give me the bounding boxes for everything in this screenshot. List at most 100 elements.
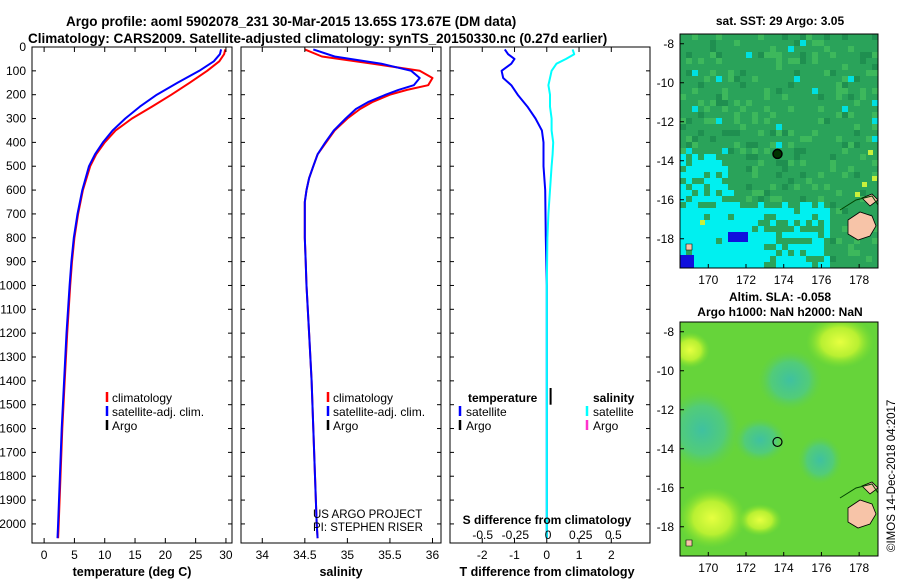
sst-cell — [752, 256, 758, 262]
sst-cell — [866, 256, 872, 262]
sst-cell — [692, 250, 698, 256]
sst-cell — [734, 100, 740, 106]
sst-cell — [800, 58, 806, 64]
sst-cell — [818, 172, 824, 178]
sst-cell — [824, 118, 830, 124]
sst-cell — [758, 52, 764, 58]
sst-cell — [854, 172, 860, 178]
sst-cell — [788, 244, 794, 250]
sst-cell — [698, 82, 704, 88]
sst-cell — [800, 220, 806, 226]
sst-cell — [752, 214, 758, 220]
sst-cell — [728, 130, 734, 136]
sst-cell — [704, 226, 710, 232]
sst-cell — [806, 232, 812, 238]
map-x-tick-label: 174 — [774, 273, 794, 287]
sst-cell — [818, 244, 824, 250]
sst-cell — [836, 190, 842, 196]
sst-cell — [855, 192, 860, 197]
sst-cell — [728, 208, 734, 214]
header-line-1: Argo profile: aoml 5902078_231 30-Mar-20… — [66, 14, 516, 29]
depth-tick-label: 0 — [19, 40, 26, 54]
depth-tick-label: 1400 — [0, 374, 26, 388]
salinity-difference-ticks: -0.5 -0.25 0 0.25 0.5 — [472, 528, 622, 542]
difference-x-ticks: -2 -1 0 1 2 — [477, 47, 615, 562]
legend-sal-argo-label: Argo — [593, 419, 619, 433]
sst-cell — [680, 160, 686, 166]
sst-cell — [776, 64, 782, 70]
sst-cell — [692, 208, 698, 214]
difference-x-label: T difference from climatology — [459, 565, 634, 579]
sst-cell — [812, 220, 818, 226]
sla-map-frame — [679, 321, 879, 557]
sst-cell — [722, 148, 728, 154]
sst-cell — [752, 262, 758, 268]
sst-cell — [716, 196, 722, 202]
difference-plot-frame — [449, 46, 651, 544]
sst-cell — [818, 238, 824, 244]
sst-cell — [800, 232, 806, 238]
sst-cell — [770, 250, 776, 256]
sst-cell — [692, 154, 698, 160]
sst-cell — [728, 244, 734, 250]
sst-cell — [686, 178, 692, 184]
sst-cell — [722, 250, 728, 256]
sla-teal-region — [798, 436, 842, 484]
sst-cell — [686, 118, 692, 124]
x-tick-label: 20 — [159, 548, 173, 562]
sst-cell — [740, 244, 746, 250]
sst-cell — [812, 130, 818, 136]
depth-axis: 0 100 200 300 400 500 600 700 800 900 1000 1100 1200… — [0, 40, 26, 531]
sst-cell — [842, 142, 848, 148]
map-x-tick-label: 178 — [849, 561, 869, 575]
sst-cell — [734, 112, 740, 118]
sst-cell — [752, 166, 758, 172]
sst-cell — [710, 208, 716, 214]
map-y-tick-label: -18 — [657, 232, 675, 246]
sst-cell — [728, 232, 748, 242]
sst-cell — [824, 46, 830, 52]
sst-cell — [752, 190, 758, 196]
sst-cell — [686, 148, 692, 154]
sst-cell — [746, 100, 752, 106]
sst-cell — [740, 214, 746, 220]
sst-cell — [692, 172, 698, 178]
sst-cell — [854, 76, 860, 82]
sst-cell — [782, 262, 788, 268]
depth-tick-label: 600 — [6, 183, 26, 197]
sst-cell — [776, 262, 782, 268]
float-position-marker — [772, 148, 783, 160]
sst-cell — [722, 190, 728, 196]
salinity-difference-tick-label: -0.5 — [472, 528, 493, 542]
difference-gridlines — [450, 46, 650, 525]
sst-cell — [698, 238, 704, 244]
x-tick-label: -1 — [509, 548, 520, 562]
sst-cell — [872, 100, 878, 106]
sst-cell — [692, 142, 698, 148]
island-outline — [839, 195, 878, 211]
sst-cell — [758, 250, 764, 256]
sst-cell — [782, 94, 788, 100]
sla-yellow-region — [738, 504, 782, 536]
sst-cell — [818, 94, 824, 100]
sst-cell — [794, 76, 800, 82]
sst-cell — [698, 250, 704, 256]
sst-cell — [728, 148, 734, 154]
sst-cell — [860, 154, 866, 160]
sst-cell — [722, 100, 728, 106]
sst-cell — [848, 46, 854, 52]
sla-teal-region — [758, 350, 822, 410]
sst-cell — [740, 208, 746, 214]
sst-cell — [704, 250, 710, 256]
sst-cell — [698, 112, 704, 118]
sst-cell — [752, 118, 758, 124]
sst-cell — [734, 208, 740, 214]
sst-cell — [752, 148, 758, 154]
sst-cell — [716, 100, 722, 106]
sst-cell — [872, 160, 878, 166]
sst-cell — [764, 52, 770, 58]
sst-cell — [698, 100, 704, 106]
sst-cell — [710, 178, 716, 184]
sst-islands — [685, 193, 878, 251]
depth-tick-label: 1200 — [0, 326, 26, 340]
